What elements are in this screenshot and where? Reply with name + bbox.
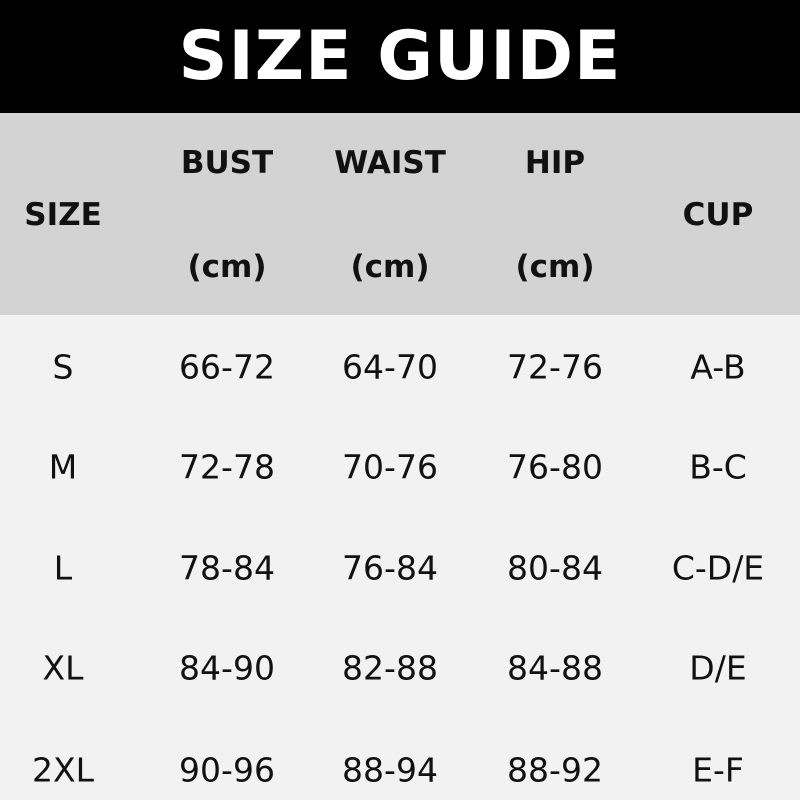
cell-size: S bbox=[52, 347, 74, 387]
cell-bust: 66-72 bbox=[179, 347, 275, 387]
cell-hip: 72-76 bbox=[507, 347, 603, 387]
cell-bust: 84-90 bbox=[179, 648, 275, 688]
header-hip-unit: (cm) bbox=[515, 249, 595, 285]
cell-bust: 90-96 bbox=[179, 750, 275, 790]
cell-cup: A-B bbox=[690, 347, 746, 387]
cell-size: M bbox=[48, 447, 78, 487]
table-header: SIZE BUST (cm) WAIST (cm) HIP (cm) CUP bbox=[0, 113, 800, 315]
header-hip: HIP bbox=[524, 145, 586, 181]
cell-hip: 84-88 bbox=[507, 648, 603, 688]
cell-cup: D/E bbox=[689, 648, 747, 688]
cell-waist: 76-84 bbox=[342, 548, 438, 588]
cell-waist: 82-88 bbox=[342, 648, 438, 688]
cell-bust: 78-84 bbox=[179, 548, 275, 588]
header-bust: BUST bbox=[180, 145, 274, 181]
cell-hip: 88-92 bbox=[507, 750, 603, 790]
cell-cup: E-F bbox=[692, 750, 744, 790]
cell-size: L bbox=[53, 548, 73, 588]
header-size: SIZE bbox=[24, 197, 102, 233]
header-bust-unit: (cm) bbox=[187, 249, 267, 285]
header-cup: CUP bbox=[682, 197, 754, 233]
cell-size: 2XL bbox=[32, 750, 94, 790]
header-waist: WAIST bbox=[334, 145, 446, 181]
table-body: S 66-72 64-70 72-76 A-B M 72-78 70-76 76-80 B-C L 7… bbox=[0, 315, 800, 800]
cell-hip: 80-84 bbox=[507, 548, 603, 588]
cell-waist: 64-70 bbox=[342, 347, 438, 387]
header-waist-unit: (cm) bbox=[350, 249, 430, 285]
page-title: SIZE GUIDE bbox=[0, 0, 800, 113]
cell-waist: 88-94 bbox=[342, 750, 438, 790]
cell-hip: 76-80 bbox=[507, 447, 603, 487]
cell-size: XL bbox=[42, 648, 84, 688]
cell-bust: 72-78 bbox=[179, 447, 275, 487]
cell-cup: C-D/E bbox=[671, 548, 765, 588]
cell-cup: B-C bbox=[689, 447, 747, 487]
cell-waist: 70-76 bbox=[342, 447, 438, 487]
